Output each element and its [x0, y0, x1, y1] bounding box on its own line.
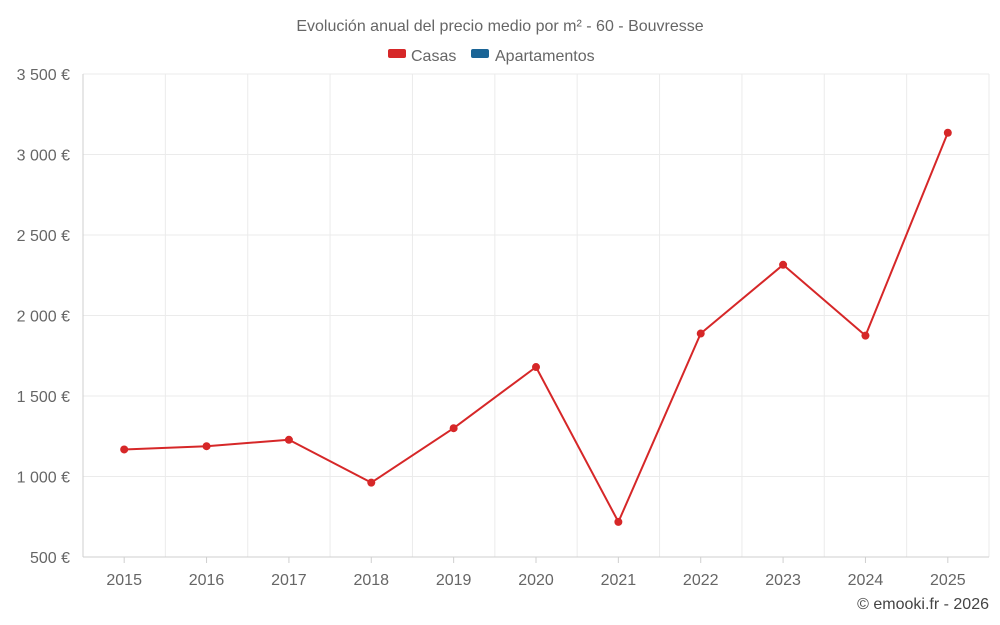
- x-axis-ticks: 2015 2016 2017 2018 2019 2020 2021 2022 2023 2024…: [106, 557, 966, 589]
- data-point-2024[interactable]: [861, 331, 870, 340]
- legend-swatch-apartamentos: [471, 49, 489, 58]
- legend-swatch-casas: [388, 49, 406, 58]
- data-point-2022[interactable]: [696, 329, 705, 338]
- y-tick-label: 2 500 €: [17, 228, 70, 245]
- x-tick-label: 2018: [353, 572, 389, 589]
- legend: Casas Apartamentos: [388, 48, 595, 65]
- y-axis-ticks: 500 € 1 000 € 1 500 € 2 000 € 2 500 € 3 000 €…: [17, 67, 70, 567]
- data-point-2019[interactable]: [449, 424, 458, 433]
- data-point-2023[interactable]: [779, 260, 788, 269]
- data-point-2017[interactable]: [284, 435, 293, 444]
- grid-lines: [83, 73, 990, 557]
- data-point-2025[interactable]: [943, 128, 952, 137]
- x-tick-label: 2023: [765, 572, 801, 589]
- x-tick-label: 2020: [518, 572, 554, 589]
- x-tick-label: 2025: [930, 572, 966, 589]
- legend-label-casas: Casas: [411, 48, 456, 65]
- data-point-2020[interactable]: [532, 363, 540, 372]
- y-tick-label: 1 000 €: [17, 470, 70, 487]
- x-tick-label: 2015: [106, 572, 142, 589]
- x-tick-label: 2022: [683, 572, 719, 589]
- legend-item-casas[interactable]: Casas: [388, 48, 456, 65]
- legend-item-apartamentos[interactable]: Apartamentos: [471, 48, 595, 65]
- y-tick-label: 3 500 €: [17, 67, 70, 84]
- y-tick-label: 2 000 €: [17, 309, 70, 326]
- y-tick-label: 500 €: [30, 550, 70, 567]
- y-tick-label: 3 000 €: [17, 148, 70, 165]
- chart-title: Evolución anual del precio medio por m² …: [296, 18, 703, 35]
- legend-label-apartamentos: Apartamentos: [495, 48, 595, 65]
- x-tick-label: 2021: [601, 572, 637, 589]
- x-tick-label: 2024: [848, 572, 884, 589]
- x-tick-label: 2017: [271, 572, 307, 589]
- data-point-2016[interactable]: [202, 442, 211, 451]
- y-tick-label: 1 500 €: [17, 389, 70, 406]
- data-point-2015[interactable]: [120, 445, 129, 454]
- credit-text: © emooki.fr - 2026: [857, 596, 989, 613]
- x-tick-label: 2016: [189, 572, 225, 589]
- series-casas: [120, 128, 952, 526]
- data-point-2021[interactable]: [614, 517, 623, 526]
- data-point-2018[interactable]: [367, 478, 376, 487]
- x-tick-label: 2019: [436, 572, 472, 589]
